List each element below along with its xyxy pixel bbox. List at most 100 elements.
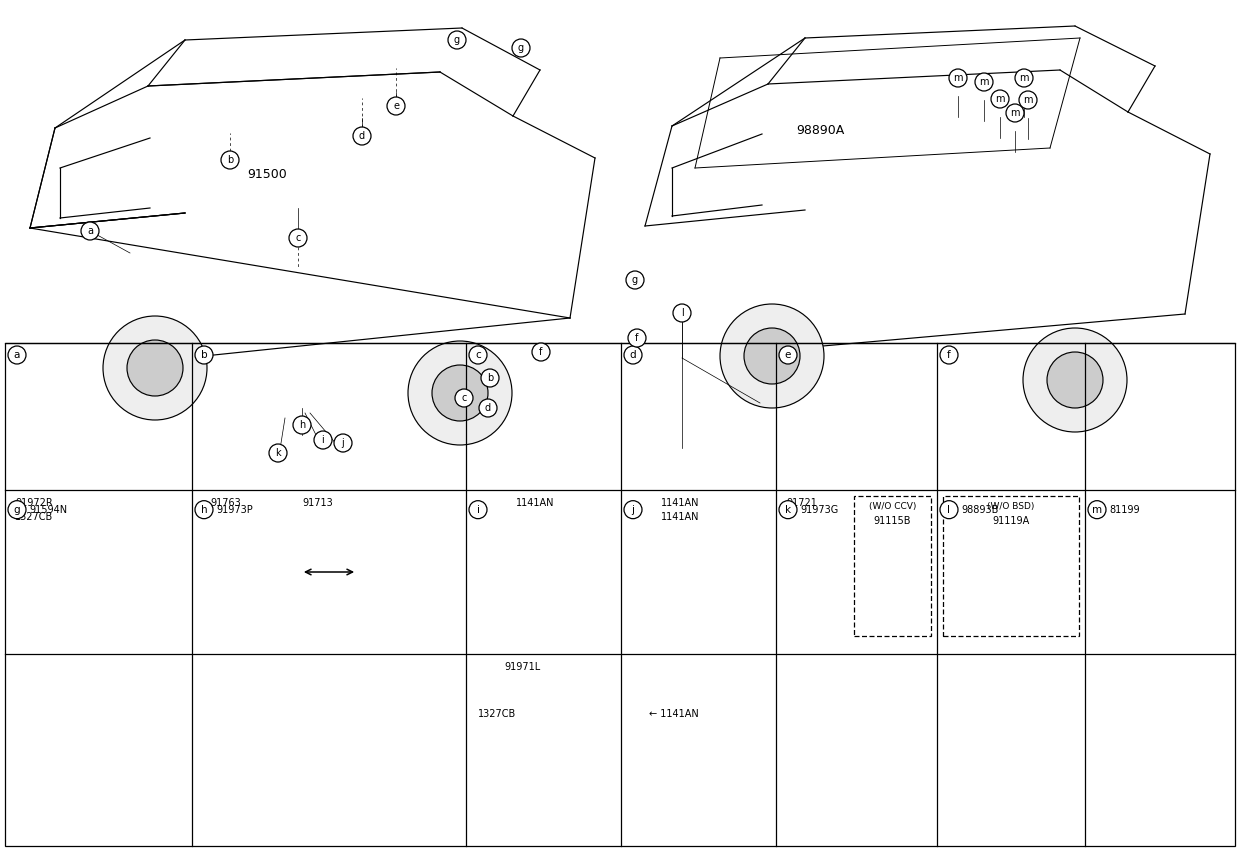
Circle shape [624,346,642,364]
Text: a: a [14,350,20,360]
Text: m: m [996,94,1004,104]
Circle shape [455,389,472,407]
Text: 98890A: 98890A [796,124,844,137]
Text: i: i [321,435,325,445]
Text: 91119A: 91119A [992,516,1029,526]
Text: c: c [461,393,466,403]
Text: 91713: 91713 [303,498,332,508]
Circle shape [975,73,993,91]
Text: b: b [227,155,233,165]
Text: 1141AN: 1141AN [516,498,554,508]
Text: 91500: 91500 [247,169,286,181]
Text: f: f [947,350,951,360]
Bar [5,343,1235,846]
Circle shape [314,431,332,449]
Circle shape [126,340,184,396]
Text: i: i [476,505,480,515]
Circle shape [624,500,642,519]
Text: 1327CB: 1327CB [477,709,516,719]
Circle shape [469,500,487,519]
Circle shape [103,316,207,420]
Text: (W/O CCV): (W/O CCV) [869,502,916,511]
Circle shape [532,343,551,361]
Text: 91594N: 91594N [29,505,67,515]
Text: m: m [1019,73,1029,83]
Text: f: f [539,347,543,357]
Text: c: c [295,233,300,243]
Circle shape [479,399,497,417]
Text: f: f [635,333,639,343]
Circle shape [408,341,512,445]
Text: 91721: 91721 [786,498,817,508]
Text: h: h [299,420,305,430]
Text: d: d [358,131,365,141]
Text: k: k [275,448,280,458]
Text: a: a [87,226,93,236]
Text: g: g [518,43,525,53]
Text: (W/O BSD): (W/O BSD) [987,502,1034,511]
Circle shape [334,434,352,452]
Circle shape [940,500,959,519]
Circle shape [7,346,26,364]
Text: m: m [1023,95,1033,105]
Circle shape [81,222,99,240]
Text: j: j [342,438,345,448]
Circle shape [1087,500,1106,519]
Circle shape [940,346,959,364]
Circle shape [387,97,405,115]
Circle shape [1006,104,1024,122]
Circle shape [779,500,797,519]
Bar [854,496,931,636]
Circle shape [289,229,308,247]
Text: g: g [14,505,20,515]
Text: m: m [1092,505,1102,515]
Text: 1141AN: 1141AN [661,498,699,508]
Bar [942,496,1079,636]
Text: k: k [785,505,791,515]
Text: m: m [980,77,988,87]
Text: 91973G: 91973G [800,505,838,515]
Text: l: l [947,505,951,515]
Text: 1141AN: 1141AN [661,512,699,522]
Circle shape [720,304,825,408]
Text: m: m [1011,108,1019,118]
Text: 81199: 81199 [1109,505,1140,515]
Text: e: e [785,350,791,360]
Text: 91972R: 91972R [15,498,53,508]
Text: 98893B: 98893B [961,505,998,515]
Text: l: l [681,308,683,318]
Text: g: g [632,275,639,285]
Circle shape [269,444,286,462]
Circle shape [949,69,967,87]
Text: 91115B: 91115B [874,516,911,526]
Text: 91973P: 91973P [216,505,253,515]
Text: 91971L: 91971L [503,662,541,672]
Circle shape [221,151,239,169]
Text: b: b [487,373,494,383]
Circle shape [744,328,800,384]
Circle shape [779,346,797,364]
Text: 1327CB: 1327CB [15,512,53,522]
Text: m: m [954,73,962,83]
Text: c: c [475,350,481,360]
Text: ← 1141AN: ← 1141AN [649,709,699,719]
Circle shape [293,416,311,434]
Circle shape [353,127,371,145]
Circle shape [627,329,646,347]
Circle shape [673,304,691,322]
Text: d: d [485,403,491,413]
Circle shape [448,31,466,49]
Text: e: e [393,101,399,111]
Circle shape [991,90,1009,108]
Text: 91763: 91763 [210,498,241,508]
Text: d: d [630,350,636,360]
Circle shape [481,369,498,387]
Circle shape [1047,352,1104,408]
Circle shape [1016,69,1033,87]
Circle shape [626,271,644,289]
Circle shape [7,500,26,519]
Text: b: b [201,350,207,360]
Circle shape [195,500,213,519]
Circle shape [512,39,529,57]
Circle shape [469,346,487,364]
